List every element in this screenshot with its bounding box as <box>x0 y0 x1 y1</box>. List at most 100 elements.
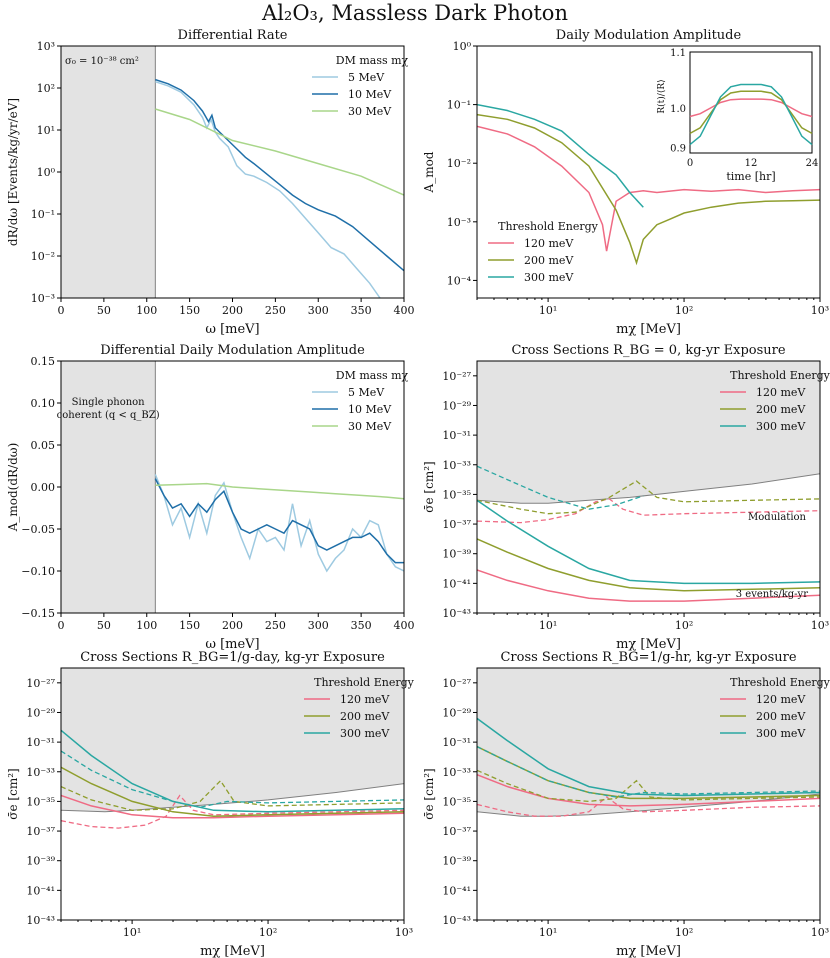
x-tick-label: 350 <box>351 304 372 317</box>
plot-border <box>476 360 821 614</box>
y-tick-label: 10⁻³³ <box>442 766 471 779</box>
legend-label: 120 meV <box>756 386 806 399</box>
diff-daily-mod-legend-title: DM mass mχ <box>336 369 409 382</box>
y-tick-label: −0.10 <box>21 565 55 578</box>
series-dashed-120-meV <box>61 794 404 829</box>
inset-xlabel: time [hr] <box>726 170 775 183</box>
y-tick-label: 10³ <box>37 40 55 53</box>
excluded-region <box>477 668 820 817</box>
series-solid-300-meV <box>477 717 820 797</box>
y-tick-label: 10² <box>37 82 55 95</box>
xsec-bg-day-title: Cross Sections R_BG=1/g-day, kg-yr Expos… <box>80 650 385 665</box>
series-5-MeV <box>155 80 381 298</box>
diff-daily-mod-xlabel: ω [meV] <box>205 637 259 652</box>
series-dashed-200-meV <box>477 480 820 515</box>
y-tick-label: 10⁻² <box>447 157 471 170</box>
inset-x-tick-label: 0 <box>687 158 693 169</box>
y-tick-label: 10⁻¹ <box>31 208 55 221</box>
xsec-bg0-ylabel: σ̄e [cm²] <box>422 461 436 512</box>
series-solid-200-meV <box>61 766 404 817</box>
figure-title: Al₂O₃, Massless Dark Photon <box>262 1 568 25</box>
y-tick-label: 10⁻⁴³ <box>26 914 55 927</box>
excluded-region <box>61 361 156 613</box>
xsec-bg-day-ylabel: σ̄e [cm²] <box>6 768 20 819</box>
inset-background <box>689 51 813 154</box>
y-tick-label: 10⁻³⁹ <box>442 548 471 561</box>
daily-mod-xlabel: mχ [MeV] <box>616 322 681 337</box>
x-tick-label: 400 <box>394 619 415 632</box>
y-tick-label: 0.05 <box>31 439 56 452</box>
y-tick-label: 10⁻³⁵ <box>442 488 471 501</box>
legend-label: 30 MeV <box>348 420 392 433</box>
daily-mod-title: Daily Modulation Amplitude <box>556 28 742 43</box>
legend-label: 300 meV <box>340 727 390 740</box>
excluded-region <box>61 46 156 298</box>
legend-label: 200 meV <box>756 403 806 416</box>
x-tick-label: 10³ <box>395 926 413 939</box>
legend-label: 10 MeV <box>348 403 392 416</box>
diff-rate-title: Differential Rate <box>178 28 288 43</box>
daily-mod-ylabel: A_mod <box>422 151 436 193</box>
diff-daily-mod-title: Differential Daily Modulation Amplitude <box>100 343 365 358</box>
chart-diff-daily-mod: 0 50 100 150 200 250 300 350 400 −0.15 −0.10 −0.05 0… <box>6 343 415 652</box>
x-tick-label: 200 <box>222 619 243 632</box>
inset-y-tick-label: 1.1 <box>670 48 686 59</box>
y-tick-label: 10⁻³ <box>447 216 471 229</box>
y-tick-label: −0.05 <box>21 523 55 536</box>
y-tick-label: 0.00 <box>31 481 56 494</box>
chart-xsec-bg0: 10¹ 10² 10³ 10⁻⁴³ 10⁻⁴¹ 10⁻³⁹ 10⁻³⁷ 10⁻³⁵ 10⁻³³ 1… <box>422 343 830 652</box>
legend-label: 10 MeV <box>348 88 392 101</box>
plot-border <box>476 667 821 921</box>
chart-daily-mod: 10¹ 10² 10³ 10⁻⁴ 10⁻³ 10⁻² 10⁻¹ 10⁰ Daily Modula… <box>422 28 829 337</box>
x-tick-label: 10² <box>675 926 693 939</box>
series-dashed-120-meV <box>477 498 820 524</box>
y-tick-label: 10⁻⁴ <box>447 274 472 287</box>
series-30-MeV <box>155 108 404 196</box>
inset-x-tick-label: 12 <box>745 158 758 169</box>
legend-label: 120 meV <box>756 693 806 706</box>
series-dashed-300-meV <box>477 465 644 510</box>
series-solid-120-meV <box>477 774 820 807</box>
legend-label: 200 meV <box>340 710 390 723</box>
x-tick-label: 0 <box>58 304 65 317</box>
diff-rate-xlabel: ω [meV] <box>205 322 259 337</box>
x-tick-label: 100 <box>136 619 157 632</box>
y-tick-label: 10⁰ <box>37 166 56 179</box>
y-tick-label: 10⁻²⁹ <box>26 706 55 719</box>
series-solid-200-meV <box>477 538 820 592</box>
y-tick-label: 10⁻²⁷ <box>26 677 55 690</box>
y-tick-label: 10¹ <box>37 124 55 137</box>
y-tick-label: 10⁻² <box>31 250 55 263</box>
plot-border <box>60 667 405 921</box>
y-tick-label: 10⁻³³ <box>26 766 55 779</box>
y-tick-label: 10⁻³⁷ <box>442 825 471 838</box>
inset-y-tick-label: 1.0 <box>670 104 686 115</box>
xsec-bg0-title: Cross Sections R_BG = 0, kg-yr Exposure <box>511 343 785 358</box>
series-5-MeV <box>154 474 404 573</box>
xsec-bg0-legend-title: Threshold Energy <box>730 369 830 382</box>
x-tick-label: 10¹ <box>539 304 557 317</box>
inset-series-300-meV <box>689 83 813 146</box>
excluded-region <box>477 361 820 504</box>
y-tick-label: 10⁻³¹ <box>442 429 471 442</box>
inset-ylabel: R(t)/⟨R⟩ <box>656 79 667 113</box>
legend-label: 30 MeV <box>348 105 392 118</box>
events-annotation: 3 events/kg-yr <box>736 589 808 600</box>
xsec-bg-hr-legend-title: Threshold Energy <box>730 676 830 689</box>
legend-label: 200 meV <box>524 254 574 267</box>
xsec-bg-hr-title: Cross Sections R_BG=1/g-hr, kg-yr Exposu… <box>500 650 796 665</box>
legend-label: 200 meV <box>756 710 806 723</box>
y-tick-label: −0.15 <box>21 607 55 620</box>
x-tick-label: 150 <box>179 619 200 632</box>
y-tick-label: 10⁰ <box>453 40 472 53</box>
series-dashed-120-meV <box>477 796 820 817</box>
y-tick-label: 10⁻⁴¹ <box>442 577 471 590</box>
x-tick-label: 300 <box>308 619 329 632</box>
x-tick-label: 10¹ <box>539 619 557 632</box>
legend-label: 300 meV <box>524 271 574 284</box>
inset-series-120-meV <box>689 98 813 118</box>
series-dashed-200-meV <box>61 779 404 811</box>
y-tick-label: 10⁻³³ <box>442 459 471 472</box>
xsec-bg-day-legend-title: Threshold Energy <box>314 676 415 689</box>
x-tick-label: 10³ <box>811 926 829 939</box>
